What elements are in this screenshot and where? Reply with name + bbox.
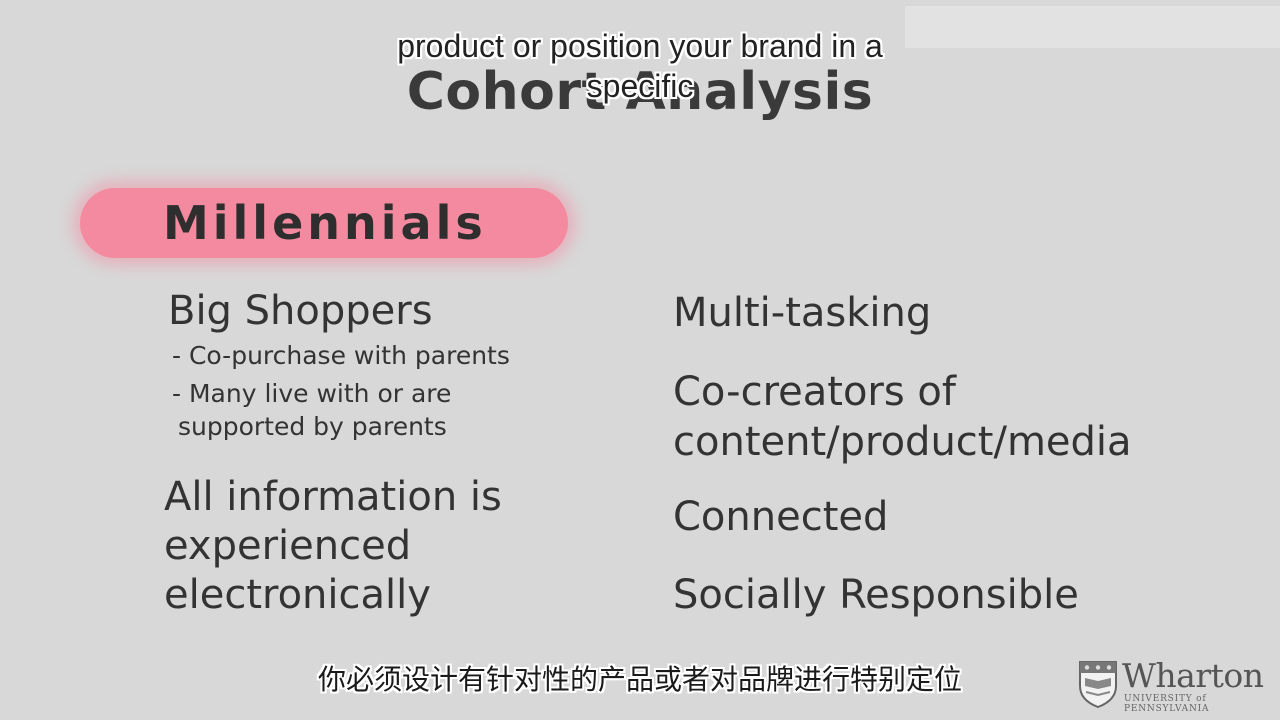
information-heading-line2: experienced: [164, 523, 412, 569]
category-highlight: [80, 188, 568, 258]
shield-icon: [1079, 661, 1117, 708]
category-label: Millennials: [163, 196, 487, 250]
logo-subtitle: UNIVERSITY of PENNSYLVANIA: [1124, 694, 1210, 714]
chinese-caption: 你必须设计有针对性的产品或者对品牌进行特别定位: [317, 663, 962, 696]
english-caption-line-1: product or position your brand in a: [397, 28, 883, 64]
co-creators-item-line1: Co-creators of: [673, 369, 956, 415]
overlay-bar: [905, 6, 1280, 48]
connected-item: Connected: [673, 494, 889, 540]
socially-responsible-item: Socially Responsible: [673, 572, 1079, 618]
wharton-logo: Wharton UNIVERSITY of PENNSYLVANIA: [1078, 656, 1264, 714]
slide-title: Cohort Analysis: [406, 62, 874, 122]
big-shoppers-heading: Big Shoppers: [168, 288, 433, 334]
information-heading-line1: All information is: [164, 474, 502, 520]
logo-wordmark: Wharton: [1122, 656, 1264, 695]
bullet-live-with-parents-line1: - Many live with or are: [172, 379, 452, 408]
information-heading-line3: electronically: [164, 572, 431, 618]
co-creators-item-line2: content/product/media: [673, 419, 1132, 465]
bullet-co-purchase: - Co-purchase with parents: [172, 341, 510, 370]
bullet-live-with-parents-line2: supported by parents: [178, 412, 447, 441]
multi-tasking-item: Multi-tasking: [673, 290, 932, 336]
english-caption-line-2: specific: [586, 68, 694, 104]
